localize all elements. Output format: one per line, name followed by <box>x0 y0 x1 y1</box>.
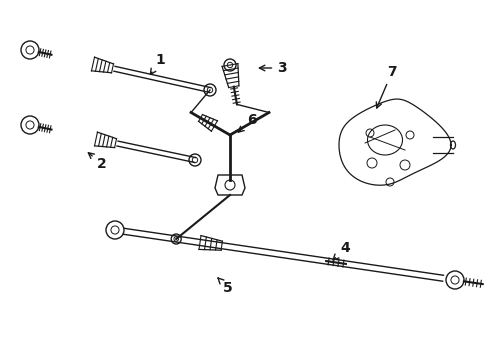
Text: 2: 2 <box>88 153 107 171</box>
Text: 6: 6 <box>238 113 257 132</box>
Text: 1: 1 <box>150 53 165 75</box>
Text: 3: 3 <box>259 61 287 75</box>
Text: 4: 4 <box>333 241 350 260</box>
Text: 5: 5 <box>218 278 233 295</box>
Text: 7: 7 <box>376 65 397 108</box>
